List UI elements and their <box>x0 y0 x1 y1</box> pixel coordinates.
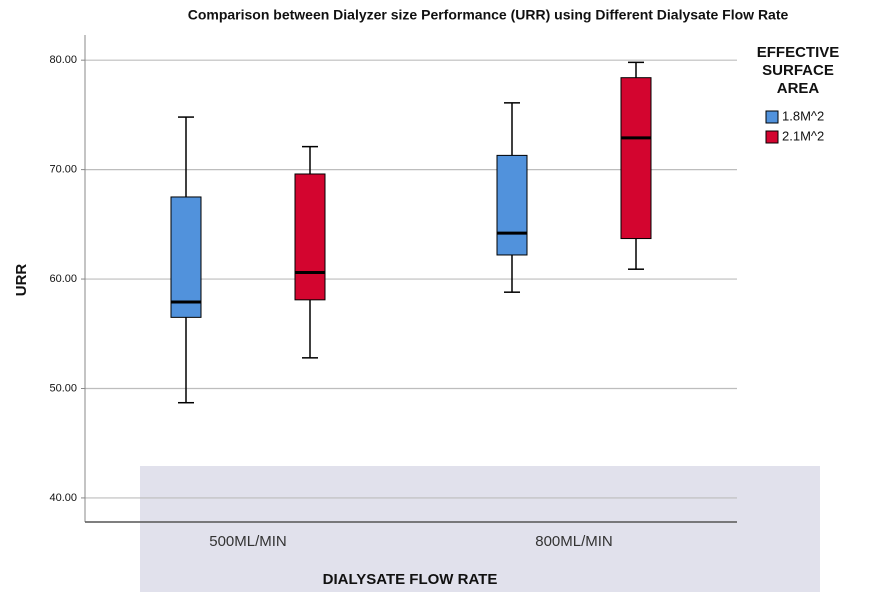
box <box>497 155 527 255</box>
chart-title: Comparison between Dialyzer size Perform… <box>188 7 789 23</box>
y-tick-label: 70.00 <box>49 164 77 176</box>
y-tick-label: 60.00 <box>49 273 77 285</box>
chart: Comparison between Dialyzer size Perform… <box>0 0 891 592</box>
legend-label: 1.8M^2 <box>782 108 824 123</box>
y-tick-label: 40.00 <box>49 492 77 504</box>
box <box>171 197 201 317</box>
x-tick-label: 500ML/MIN <box>209 533 287 550</box>
legend-label: 2.1M^2 <box>782 128 824 143</box>
box <box>621 78 651 239</box>
y-axis-label: URR <box>13 264 30 297</box>
legend-swatch <box>766 131 778 143</box>
legend-title: EFFECTIVE <box>757 44 840 61</box>
page: Comparison between Dialyzer size Perform… <box>0 0 891 592</box>
legend-title: SURFACE <box>762 62 834 79</box>
x-axis-label: DIALYSATE FLOW RATE <box>323 571 498 588</box>
x-tick-label: 800ML/MIN <box>535 533 613 550</box>
legend-swatch <box>766 111 778 123</box>
y-tick-label: 50.00 <box>49 382 77 394</box>
y-tick-label: 80.00 <box>49 54 77 66</box>
legend-title: AREA <box>777 80 820 97</box>
box <box>295 174 325 300</box>
